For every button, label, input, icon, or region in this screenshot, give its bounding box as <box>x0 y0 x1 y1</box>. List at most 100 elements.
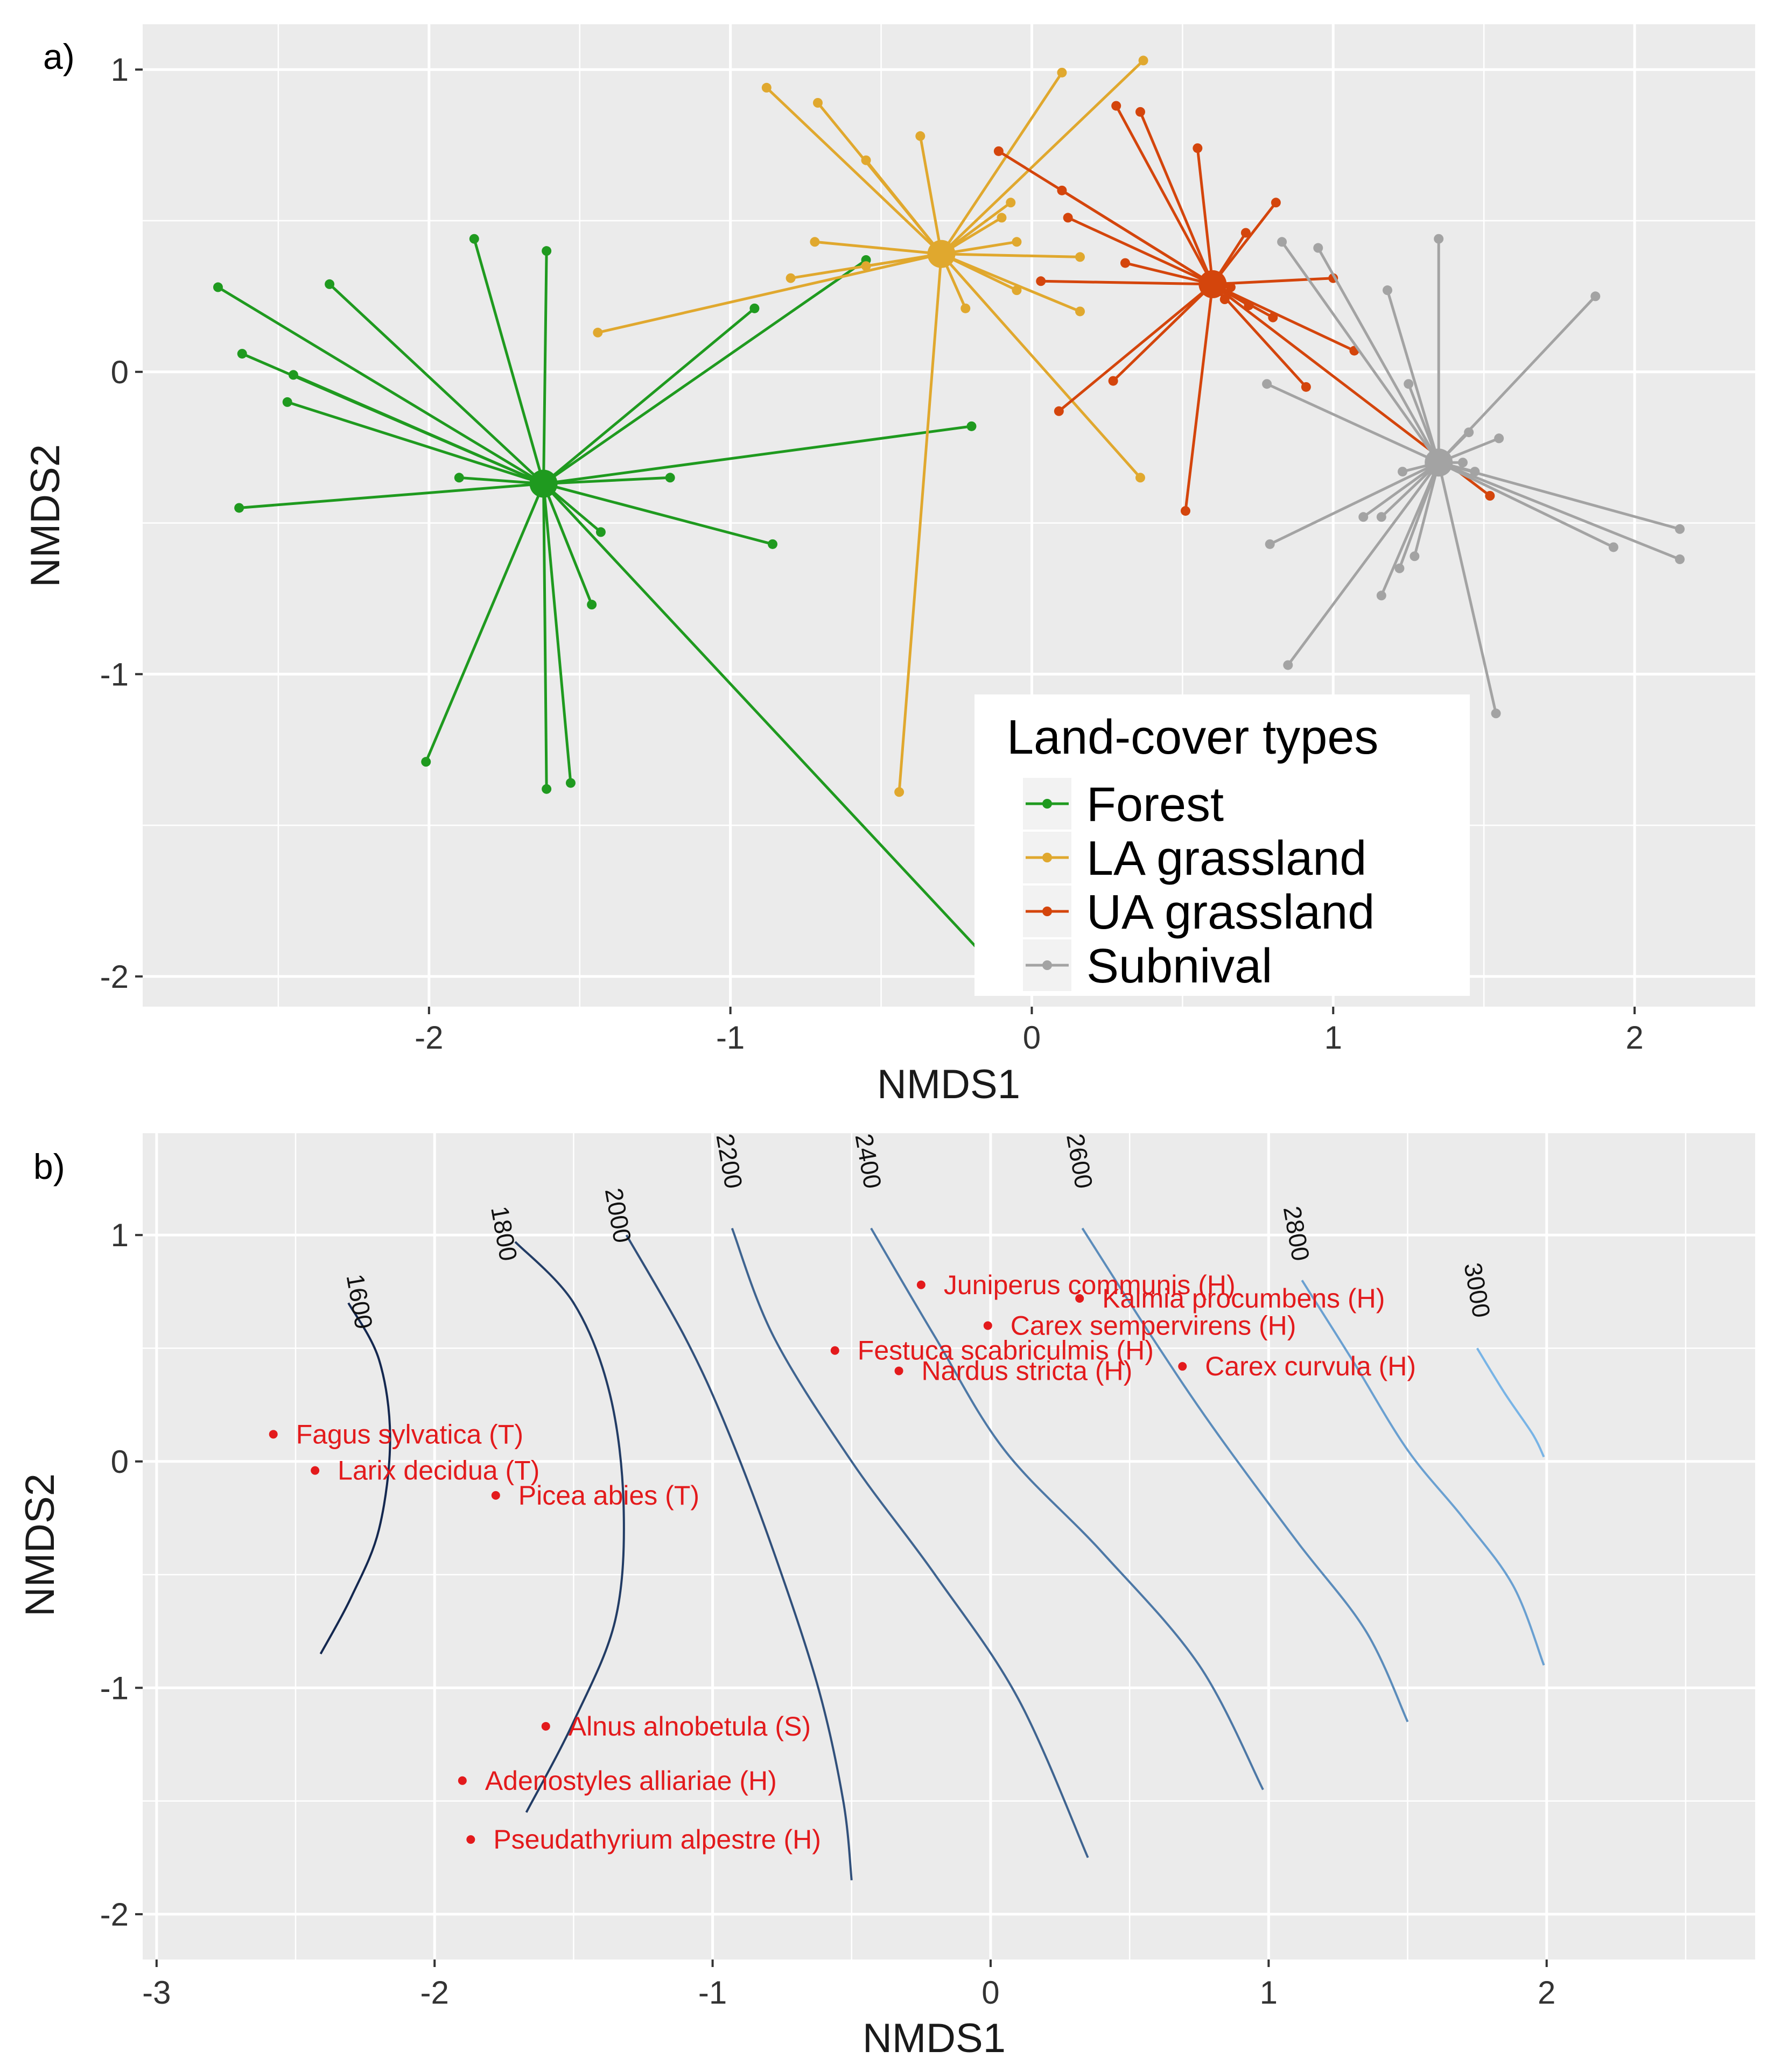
species-adenostyles: Adenostyles alliariae (H) <box>458 1766 777 1796</box>
data-point <box>1457 458 1468 468</box>
data-point <box>237 349 247 359</box>
legend-label: Forest <box>1086 778 1224 832</box>
panel-a-minor-grid <box>143 24 1755 1007</box>
spider-line <box>1438 461 1680 561</box>
spider-line <box>543 482 773 546</box>
data-point <box>1491 708 1501 719</box>
spider-line <box>459 476 544 486</box>
legend-key-point <box>1042 799 1052 809</box>
data-point <box>213 282 223 292</box>
spider-line <box>292 374 544 485</box>
data-point <box>234 503 244 513</box>
data-point <box>1006 198 1016 208</box>
species-point <box>458 1776 467 1785</box>
spider-line <box>239 482 544 509</box>
data-point <box>288 370 298 380</box>
data-point <box>812 98 823 108</box>
species-point <box>311 1466 320 1475</box>
spider-line <box>1269 461 1440 546</box>
spider-line <box>1112 283 1214 382</box>
series-la-grassland <box>593 55 1148 797</box>
panel-b-minor-grid <box>143 1133 1755 1959</box>
species-point <box>466 1835 475 1844</box>
spider-line <box>543 476 670 486</box>
legend-key-point <box>1042 907 1052 916</box>
spider-line <box>1386 290 1440 463</box>
panel-b-x-ticks: -3 -2 -1 0 1 2 <box>142 1959 1555 2011</box>
spider-line <box>286 401 544 485</box>
spider-line <box>1058 283 1214 412</box>
spider-line <box>217 286 544 485</box>
centroid-point <box>927 240 956 268</box>
legend-label: Subnival <box>1086 939 1272 993</box>
data-point <box>1608 542 1618 552</box>
data-point <box>565 778 576 788</box>
spider-line <box>1211 201 1277 285</box>
spider-line <box>542 251 548 484</box>
spider-line <box>1438 461 1614 549</box>
panel-a-series-layer <box>213 55 1685 964</box>
y-tick-label: 0 <box>111 1444 129 1480</box>
panel-b-y-ticks: -2 -1 0 1 <box>100 1217 143 1933</box>
spider-line <box>940 59 1145 255</box>
species-label: Nardus stricta (H) <box>922 1356 1133 1386</box>
x-tick-label: -2 <box>420 1975 449 2011</box>
spider-line <box>542 483 593 606</box>
panel-b-major-grid <box>143 1133 1755 1959</box>
x-tick-label: 0 <box>981 1975 999 2011</box>
panel-a-background <box>143 24 1755 1007</box>
data-point <box>1111 101 1121 111</box>
data-point <box>993 146 1004 156</box>
spider-line <box>1362 461 1440 518</box>
data-point <box>542 246 552 256</box>
species-point <box>894 1366 903 1375</box>
data-point <box>960 303 971 313</box>
legend-item-forest: Forest <box>1023 778 1224 832</box>
panel-b-background <box>143 1133 1755 1959</box>
species-label: Pseudathyrium alpestre (H) <box>493 1824 821 1855</box>
contour-line <box>731 1227 1089 1858</box>
species-alnus: Alnus alnobetula (S) <box>541 1711 811 1741</box>
species-label: Carex sempervirens (H) <box>1011 1310 1296 1340</box>
contour-line <box>870 1227 1264 1790</box>
spider-line <box>328 283 545 485</box>
x-tick-label: -1 <box>716 1020 745 1056</box>
data-point <box>1244 300 1254 311</box>
data-point <box>1240 228 1251 238</box>
data-point <box>1277 237 1287 247</box>
x-tick-label: -3 <box>142 1975 171 2011</box>
contour-line <box>1301 1280 1545 1666</box>
legend-key-point <box>1042 960 1052 970</box>
data-point <box>749 303 760 313</box>
data-point <box>1383 285 1393 296</box>
panel-b-label: b) <box>33 1147 65 1186</box>
spider-line <box>1266 382 1440 464</box>
data-point <box>1434 234 1444 244</box>
centroid-point <box>529 469 558 498</box>
species-label: Fagus sylvatica (T) <box>296 1419 523 1449</box>
data-point <box>421 757 431 767</box>
data-point <box>966 421 977 431</box>
species-carex: Carex curvula (H) <box>1178 1351 1416 1381</box>
data-point <box>665 473 675 483</box>
contour-line <box>1476 1347 1545 1458</box>
spider-line <box>543 425 972 486</box>
data-point <box>282 397 292 407</box>
data-point <box>1057 67 1067 78</box>
spider-line <box>1437 462 1497 714</box>
data-point <box>1075 252 1085 262</box>
species-label: Kalmia procumbens (H) <box>1102 1283 1385 1314</box>
data-point <box>454 473 464 483</box>
data-point <box>1219 294 1230 304</box>
spider-line <box>1067 216 1214 286</box>
spider-line <box>543 258 867 485</box>
species-point <box>983 1321 992 1330</box>
data-point <box>1012 285 1022 296</box>
species-label: Alnus alnobetula (S) <box>569 1711 811 1741</box>
contour-line <box>514 1241 625 1813</box>
data-point <box>1675 554 1685 564</box>
data-point <box>1225 282 1236 292</box>
panel-b-x-axis-title: NMDS1 <box>863 2015 1006 2061</box>
y-tick-label: -2 <box>100 959 129 995</box>
spider-line <box>940 72 1063 255</box>
